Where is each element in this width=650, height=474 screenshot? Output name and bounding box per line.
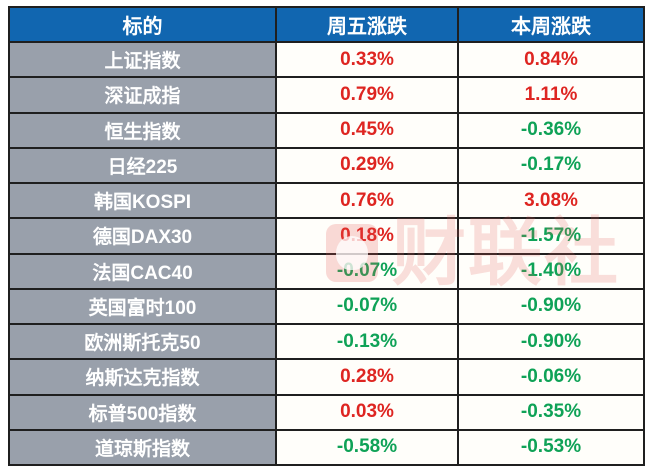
table-row: 欧洲斯托克50 -0.13% -0.90% bbox=[8, 322, 645, 361]
index-name-cell: 恒生指数 bbox=[8, 111, 277, 149]
friday-change-cell: 0.03% bbox=[275, 393, 459, 431]
week-change-cell: -0.53% bbox=[457, 428, 645, 467]
table-header: 标的 周五涨跌 本周涨跌 bbox=[8, 6, 645, 43]
week-change-cell: -0.36% bbox=[457, 111, 645, 149]
table-row: 恒生指数 0.45% -0.36% bbox=[8, 111, 645, 149]
friday-change-cell: 0.76% bbox=[275, 181, 459, 220]
friday-change-cell: 0.33% bbox=[275, 40, 459, 79]
table-row: 德国DAX30 0.18% -1.57% bbox=[8, 217, 645, 255]
week-change-cell: -1.57% bbox=[457, 217, 645, 255]
week-change-cell: -0.17% bbox=[457, 146, 645, 185]
index-name-cell: 纳斯达克指数 bbox=[8, 358, 277, 396]
index-name-cell: 深证成指 bbox=[8, 76, 277, 114]
week-change-cell: 0.84% bbox=[457, 40, 645, 79]
table-row: 英国富时100 -0.07% -0.90% bbox=[8, 287, 645, 326]
index-name-cell: 德国DAX30 bbox=[8, 217, 277, 255]
friday-change-cell: 0.29% bbox=[275, 146, 459, 185]
friday-change-cell: -0.07% bbox=[275, 287, 459, 326]
week-change-cell: -0.90% bbox=[457, 287, 645, 326]
table-row: 道琼斯指数 -0.58% -0.53% bbox=[8, 428, 645, 467]
table-row: 纳斯达克指数 0.28% -0.06% bbox=[8, 358, 645, 396]
week-change-cell: -0.90% bbox=[457, 322, 645, 361]
friday-change-cell: -0.07% bbox=[275, 252, 459, 290]
index-name-cell: 英国富时100 bbox=[8, 287, 277, 326]
table-row: 上证指数 0.33% 0.84% bbox=[8, 40, 645, 79]
table-row: 深证成指 0.79% 1.11% bbox=[8, 76, 645, 114]
friday-change-cell: 0.18% bbox=[275, 217, 459, 255]
friday-change-cell: -0.13% bbox=[275, 322, 459, 361]
table-row: 法国CAC40 -0.07% -1.40% bbox=[8, 252, 645, 290]
week-change-cell: 1.11% bbox=[457, 76, 645, 114]
friday-change-cell: 0.28% bbox=[275, 358, 459, 396]
index-name-cell: 日经225 bbox=[8, 146, 277, 185]
table-row: 日经225 0.29% -0.17% bbox=[8, 146, 645, 185]
index-name-cell: 标普500指数 bbox=[8, 393, 277, 431]
header-row: 标的 周五涨跌 本周涨跌 bbox=[8, 6, 645, 43]
header-target: 标的 bbox=[8, 6, 277, 43]
week-change-cell: -0.06% bbox=[457, 358, 645, 396]
header-friday-change: 周五涨跌 bbox=[275, 6, 459, 43]
index-name-cell: 道琼斯指数 bbox=[8, 428, 277, 467]
week-change-cell: -0.35% bbox=[457, 393, 645, 431]
friday-change-cell: -0.58% bbox=[275, 428, 459, 467]
index-name-cell: 韩国KOSPI bbox=[8, 181, 277, 220]
index-name-cell: 上证指数 bbox=[8, 40, 277, 79]
table-row: 标普500指数 0.03% -0.35% bbox=[8, 393, 645, 431]
week-change-cell: 3.08% bbox=[457, 181, 645, 220]
table-row: 韩国KOSPI 0.76% 3.08% bbox=[8, 181, 645, 220]
table-body: 上证指数 0.33% 0.84% 深证成指 0.79% 1.11% 恒生指数 0.45% -0.… bbox=[8, 40, 645, 467]
friday-change-cell: 0.79% bbox=[275, 76, 459, 114]
index-name-cell: 欧洲斯托克50 bbox=[8, 322, 277, 361]
week-change-cell: -1.40% bbox=[457, 252, 645, 290]
header-week-change: 本周涨跌 bbox=[457, 6, 645, 43]
index-name-cell: 法国CAC40 bbox=[8, 252, 277, 290]
index-change-table: 标的 周五涨跌 本周涨跌 上证指数 0.33% 0.84% 深证成指 0.79% 1.11… bbox=[8, 6, 645, 467]
friday-change-cell: 0.45% bbox=[275, 111, 459, 149]
